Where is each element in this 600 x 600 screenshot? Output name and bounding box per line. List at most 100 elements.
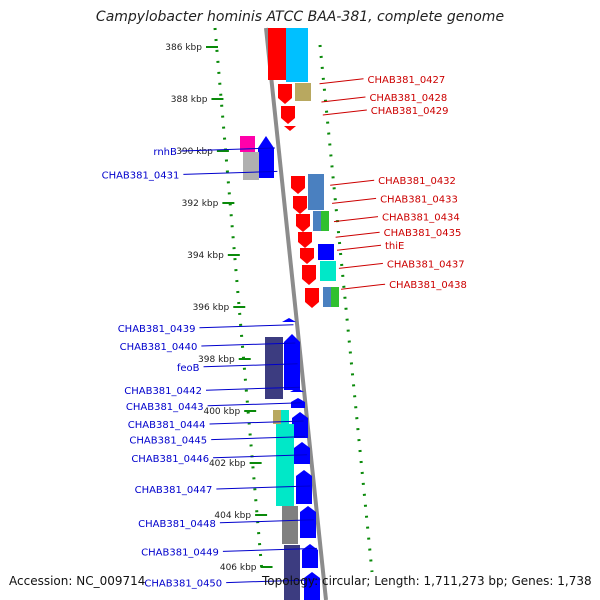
position-ticks: 386 kbp 388 kbp 390 kbp 392 kbp 394 kbp 396 k… <box>165 43 273 573</box>
feature-bar <box>308 174 324 210</box>
feature-bar <box>323 287 331 307</box>
tick-label: 394 kbp <box>187 251 224 261</box>
label-leader <box>205 386 301 391</box>
label-leader <box>322 109 367 116</box>
gene-label: rnhB <box>153 147 177 158</box>
label-leader <box>211 436 306 441</box>
gene-label: CHAB381_0438 <box>389 280 467 291</box>
gene-label: CHAB381_0439 <box>118 324 196 335</box>
gene-arrow <box>294 442 310 464</box>
left-gene-labels: rnhB CHAB381_0431 CHAB381_0439 CHAB381_0440… <box>102 147 321 590</box>
label-leader <box>321 96 366 103</box>
gene-label: CHAB381_0450 <box>144 579 222 590</box>
gene-label: CHAB381_0449 <box>141 547 219 558</box>
label-leader <box>333 216 379 223</box>
tick-label: 404 kbp <box>214 511 251 521</box>
tick-label: 406 kbp <box>220 563 257 573</box>
label-leader <box>216 485 311 490</box>
tick-label: 390 kbp <box>176 147 213 157</box>
gene-label: CHAB381_0432 <box>378 176 456 187</box>
gene-label: CHAB381_0443 <box>126 402 204 413</box>
label-leader <box>213 454 308 459</box>
label-leader <box>319 78 364 85</box>
gene-arrow <box>284 126 296 131</box>
gene-label: CHAB381_0445 <box>129 436 207 447</box>
label-leader <box>180 147 275 152</box>
gene-label: CHAB381_0435 <box>384 228 462 239</box>
right-gene-labels: CHAB381_0427 CHAB381_0428 CHAB381_0429 CHAB… <box>319 75 467 291</box>
gene-arrow <box>300 248 314 264</box>
forward-strand-annotations <box>240 136 300 600</box>
gene-arrow <box>282 318 296 322</box>
label-leader <box>183 170 278 175</box>
backbone-line <box>264 27 328 600</box>
forward-strand-genes <box>258 136 320 600</box>
feature-bar <box>282 506 298 544</box>
gene-label: CHAB381_0444 <box>128 420 206 431</box>
label-leader <box>209 420 304 425</box>
gene-label: CHAB381_0440 <box>120 342 198 353</box>
feature-bar <box>313 211 321 231</box>
reverse-strand-genes <box>268 28 319 308</box>
label-leader <box>336 244 382 251</box>
gene-arrow <box>298 232 312 248</box>
tick-label: 386 kbp <box>165 43 202 53</box>
tick-label: 398 kbp <box>198 355 235 365</box>
feature-bar <box>281 410 289 424</box>
gene-label: CHAB381_0431 <box>102 170 180 181</box>
feature-bar <box>320 261 336 281</box>
gene-label: CHAB381_0428 <box>369 93 447 104</box>
map-title: Campylobacter hominis ATCC BAA-381, comp… <box>95 9 505 25</box>
feature-bar <box>243 152 259 180</box>
gene-arrow <box>302 544 318 568</box>
tick-label: 396 kbp <box>193 303 230 313</box>
label-leader <box>201 342 296 347</box>
gene-arrow <box>284 334 300 390</box>
feature-bar <box>276 424 294 506</box>
gene-label: thiE <box>385 241 404 252</box>
feature-bar <box>265 337 283 399</box>
accession-text: Accession: NC_009714 <box>9 574 146 588</box>
tick-label: 392 kbp <box>182 199 219 209</box>
gene-arrow <box>281 106 295 124</box>
feature-bar <box>286 28 308 82</box>
label-leader <box>335 231 380 238</box>
gene-label: CHAB381_0442 <box>124 386 202 397</box>
label-leader <box>226 579 321 584</box>
gene-label: CHAB381_0447 <box>135 485 213 496</box>
label-leader <box>330 179 375 186</box>
gene-arrow <box>296 214 310 232</box>
label-leader <box>341 283 386 290</box>
feature-bar <box>240 136 255 152</box>
gene-arrow <box>302 265 316 285</box>
gene-arrow <box>278 84 292 104</box>
outer-right-guide <box>318 44 374 573</box>
label-leader <box>332 197 377 204</box>
label-leader <box>219 519 314 524</box>
label-leader <box>199 324 294 329</box>
feature-bar <box>331 287 339 307</box>
label-leader <box>207 402 302 407</box>
gene-arrow <box>258 136 274 178</box>
gene-label: CHAB381_0433 <box>380 194 458 205</box>
gene-block <box>268 28 290 80</box>
gene-label: CHAB381_0429 <box>371 106 449 117</box>
gene-arrow <box>293 196 307 214</box>
label-leader <box>222 547 317 552</box>
gene-label: CHAB381_0448 <box>138 519 216 530</box>
tick-label: 400 kbp <box>203 407 240 417</box>
genome-summary-text: Topology: circular; Length: 1,711,273 bp… <box>262 574 592 588</box>
feature-bar <box>284 545 300 600</box>
gene-arrow <box>291 176 305 194</box>
reverse-strand-annotations <box>286 28 339 307</box>
feature-bar <box>295 83 311 101</box>
label-leader <box>338 262 383 269</box>
gene-label: CHAB381_0437 <box>387 259 465 270</box>
label-leader <box>203 363 298 368</box>
gene-label: CHAB381_0434 <box>382 213 460 224</box>
gene-arrow <box>305 288 319 308</box>
gene-arrow <box>304 572 320 600</box>
gene-label: feoB <box>177 363 200 374</box>
gene-arrow <box>296 470 312 504</box>
